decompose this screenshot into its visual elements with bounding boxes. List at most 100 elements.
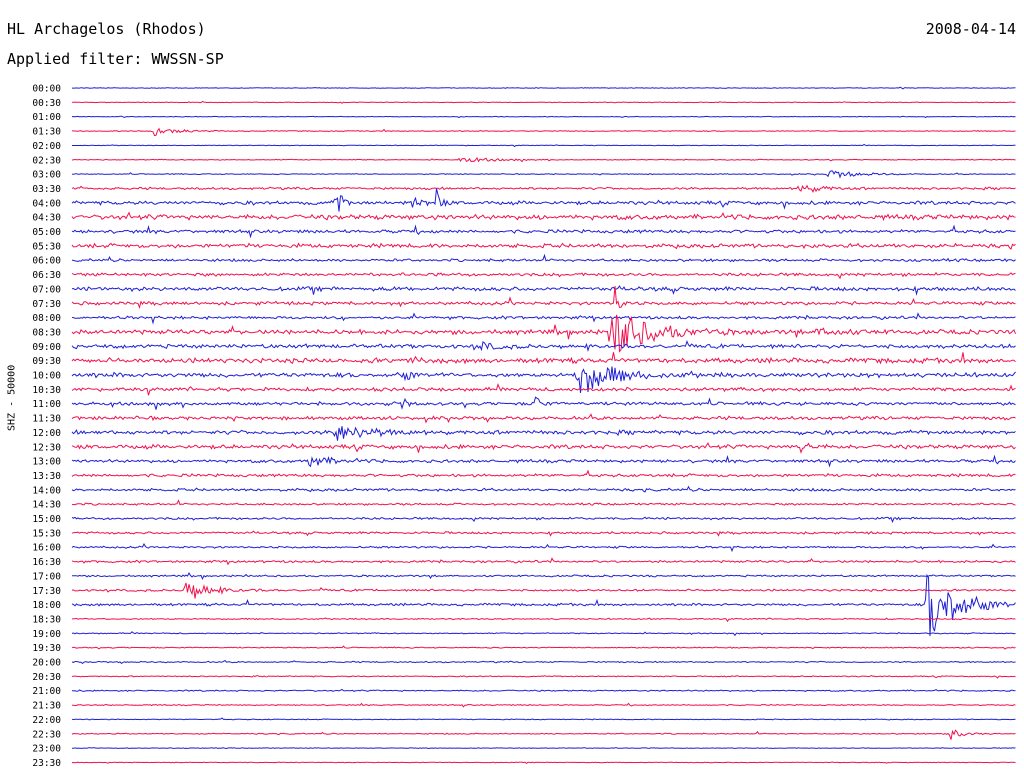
trace-line [71,285,1016,296]
time-label: 05:00 [32,227,61,238]
time-label: 02:00 [32,141,61,152]
trace-line [71,156,1016,163]
time-label: 11:30 [32,414,61,425]
trace-line [71,242,1016,250]
trace-line [71,571,1016,581]
time-label: 03:30 [32,184,61,195]
time-label: 07:00 [32,284,61,295]
time-label: 08:30 [32,327,61,338]
time-label: 10:00 [32,371,61,382]
trace-line [71,582,1016,599]
trace-line [71,729,1016,740]
time-label: 13:00 [32,457,61,468]
trace-line [71,170,1016,179]
time-label: 12:00 [32,428,61,439]
time-label: 01:00 [32,112,61,123]
trace-line [71,573,1016,637]
trace-line [71,352,1016,365]
time-labels: 00:00 00:30 01:00 01:30 02:00 02:30 03:00 03:30… [32,84,61,769]
time-label: 01:30 [32,127,61,138]
time-label: 21:30 [32,701,61,712]
traces [71,86,1016,765]
time-label: 20:00 [32,658,61,669]
time-label: 23:30 [32,758,61,769]
time-label: 09:30 [32,356,61,367]
time-label: 15:00 [32,514,61,525]
record-date: 2008-04-14 [925,20,1016,38]
time-label: 00:00 [32,84,61,95]
time-label: 22:30 [32,729,61,740]
trace-line [71,100,1016,104]
time-label: 03:00 [32,170,61,181]
trace-line [71,127,1016,137]
time-label: 21:00 [32,686,61,697]
station-title: HL Archagelos (Rhodos) [7,20,206,38]
trace-line [71,339,1016,352]
time-label: 16:00 [32,543,61,554]
trace-line [71,382,1016,396]
trace-line [71,188,1016,212]
trace-line [71,516,1016,524]
time-label: 06:30 [32,270,61,281]
trace-line [71,659,1016,665]
time-label: 16:30 [32,557,61,568]
time-label: 19:00 [32,629,61,640]
trace-line [71,761,1016,765]
trace-line [71,499,1016,506]
time-label: 22:00 [32,715,61,726]
time-label: 13:30 [32,471,61,482]
time-label: 10:30 [32,385,61,396]
trace-line [71,426,1016,441]
time-label: 17:00 [32,571,61,582]
trace-line [71,314,1016,353]
trace-line [71,617,1016,623]
trace-line [71,271,1016,280]
time-label: 08:00 [32,313,61,324]
trace-line [71,224,1016,239]
time-label: 04:30 [32,213,61,224]
filter-label: Applied filter: WWSSN-SP [7,50,224,68]
trace-line [71,542,1016,553]
trace-line [71,396,1016,410]
trace-line [71,717,1016,721]
time-label: 05:30 [32,241,61,252]
trace-line [71,211,1016,222]
trace-line [71,184,1016,193]
trace-line [71,485,1016,493]
trace-line [71,557,1016,566]
time-label: 20:30 [32,672,61,683]
time-label: 06:00 [32,256,61,267]
trace-line [71,286,1016,310]
time-label: 17:30 [32,586,61,597]
trace-line [71,312,1016,325]
trace-line [71,115,1016,119]
trace-line [72,143,1016,148]
trace-line [71,675,1016,679]
trace-line [71,366,1016,393]
time-label: 15:30 [32,528,61,539]
time-label: 12:30 [32,442,61,453]
trace-line [72,747,1016,750]
time-label: 07:30 [32,299,61,310]
trace-line [71,702,1016,708]
trace-line [71,688,1016,693]
trace-line [71,469,1016,478]
time-label: 02:30 [32,155,61,166]
trace-line [71,530,1016,537]
time-label: 14:00 [32,485,61,496]
time-label: 00:30 [32,98,61,109]
time-label: 19:30 [32,643,61,654]
time-label: 09:00 [32,342,61,353]
time-label: 18:00 [32,600,61,611]
time-label: 04:00 [32,198,61,209]
time-label: 23:00 [32,744,61,755]
trace-line [71,454,1016,468]
trace-line [71,442,1016,454]
trace-line [71,631,1016,637]
trace-line [71,413,1016,424]
time-label: 14:30 [32,500,61,511]
time-label: 11:00 [32,399,61,410]
trace-line [72,86,1016,90]
trace-line [71,645,1016,650]
